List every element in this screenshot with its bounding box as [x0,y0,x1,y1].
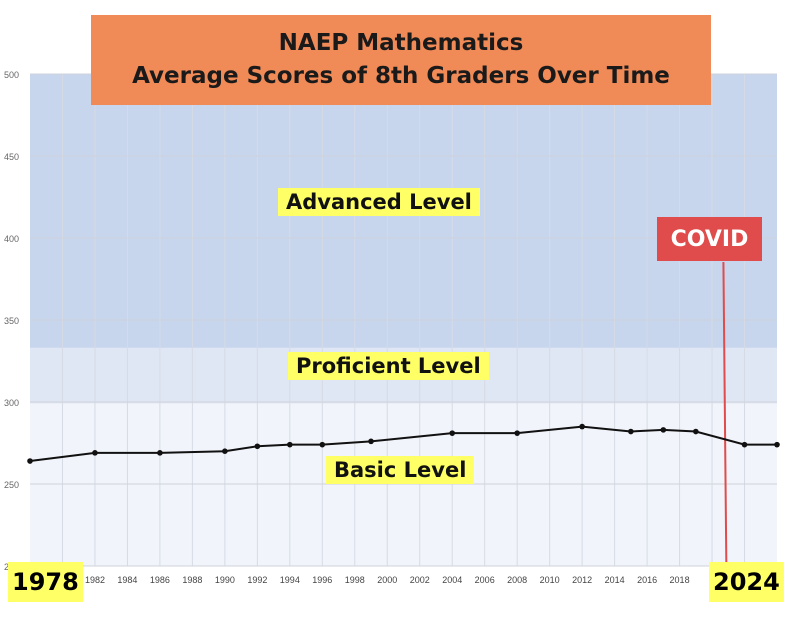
covid-annotation: COVID [657,217,762,261]
data-point [157,450,163,456]
y-tick-label: 500 [4,70,19,80]
x-tick-label: 2016 [637,575,657,585]
data-point [368,438,374,445]
data-point [254,443,261,450]
x-tick-label: 1986 [150,575,170,585]
data-point [287,441,293,448]
series-line [29,425,777,463]
y-tick-label: 300 [4,398,19,408]
data-point [628,428,634,435]
data-point [774,441,780,448]
y-tick-label: 250 [4,480,19,490]
chart-title: NAEP Mathematics [278,30,524,56]
covid-line [722,261,728,573]
band-label-advanced: Advanced Level [278,188,480,216]
end-year-label: 2024 [709,562,784,602]
data-point [222,448,228,455]
chart-subtitle: Average Scores of 8th Graders Over Time [132,63,670,89]
x-tick-label: 2002 [410,575,430,585]
y-tick-label: 400 [4,234,19,244]
y-tick-label: 450 [4,152,19,162]
data-point [660,427,667,433]
data-point [741,441,748,448]
x-tick-label: 2018 [670,575,690,585]
band-label-proficient: Proficient Level [288,352,489,380]
data-point [514,430,520,436]
x-tick-label: 1984 [117,575,137,585]
x-tick-label: 1992 [247,575,267,585]
title-box: NAEP Mathematics Average Scores of 8th G… [91,15,711,105]
x-tick-label: 2004 [442,575,462,585]
data-point [693,428,699,435]
data-point [319,441,326,448]
data-point [27,458,33,464]
band-label-basic: Basic Level [326,456,475,484]
data-point [449,430,456,436]
x-tick-label: 2014 [605,575,625,585]
data-point [579,423,585,430]
x-tick-label: 1982 [85,575,105,585]
x-tick-label: 1988 [182,575,202,585]
x-tick-label: 2006 [475,575,495,585]
x-tick-label: 1990 [215,575,235,585]
start-year-label: 1978 [8,562,83,602]
x-tick-label: 2000 [377,575,397,585]
data-point [92,450,98,456]
x-tick-label: 1994 [280,575,300,585]
x-tick-label: 1996 [312,575,332,585]
x-tick-label: 2012 [572,575,592,585]
x-tick-label: 2010 [540,575,560,585]
y-tick-label: 350 [4,316,19,326]
x-tick-label: 1998 [345,575,365,585]
x-tick-label: 2008 [507,575,527,585]
